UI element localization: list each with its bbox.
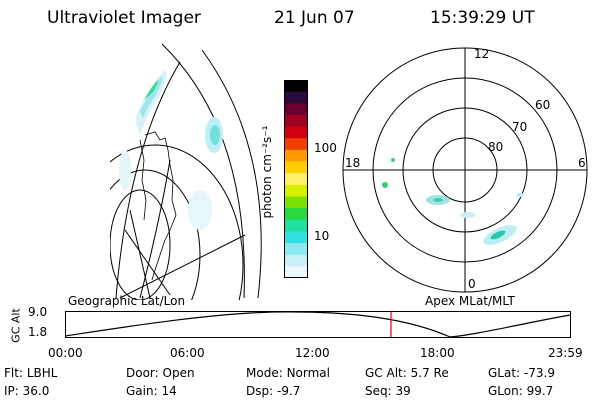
footer-ip: IP: 36.0: [4, 384, 50, 398]
footer-mode: Mode: Normal: [246, 366, 330, 380]
colorbar-stripe: [284, 254, 308, 267]
colorbar-stripe: [284, 208, 308, 221]
colorbar-tick-10: 10: [314, 229, 330, 243]
alt-plot-left-title: Geographic Lat/Lon: [68, 294, 186, 308]
colorbar-stripe: [284, 161, 308, 174]
alt-xtick-3: 18:00: [420, 346, 455, 360]
altitude-plot: [65, 311, 571, 338]
polar-plot: [342, 47, 588, 293]
colorbar-stripe: [284, 243, 308, 256]
alt-ylabel: GC Alt: [9, 308, 23, 343]
colorbar-stripe: [284, 266, 308, 279]
colorbar-stripe: [284, 80, 308, 93]
footer-flt: Flt: LBHL: [4, 366, 58, 380]
colorbar: [284, 80, 308, 279]
alt-xtick-4: 23:59: [548, 346, 583, 360]
colorbar-stripe: [284, 114, 308, 128]
colorbar-stripe: [284, 173, 308, 186]
lat-label-80: 80: [488, 140, 504, 154]
footer-seq: Seq: 39: [365, 384, 411, 398]
colorbar-tick-100: 100: [314, 141, 337, 155]
lat-label-70: 70: [512, 120, 528, 134]
alt-xtick-1: 06:00: [170, 346, 205, 360]
colorbar-stripe: [284, 149, 308, 163]
colorbar-stripe: [284, 91, 308, 104]
footer-glon: GLon: 99.7: [488, 384, 554, 398]
colorbar-stripe: [284, 103, 308, 116]
alt-xtick-2: 12:00: [295, 346, 330, 360]
alt-ytick-9: 9.0: [28, 305, 48, 319]
footer-glat: GLat: -73.9: [488, 366, 555, 380]
date-label: 21 Jun 07: [274, 8, 355, 28]
footer-dsp: Dsp: -9.7: [246, 384, 301, 398]
colorbar-stripe: [284, 138, 308, 151]
colorbar-stripe: [284, 126, 308, 139]
colorbar-stripe: [284, 231, 308, 244]
colorbar-stripe: [284, 219, 308, 232]
mlt-label-6: 6: [578, 156, 586, 170]
colorbar-label: photon cm⁻²s⁻¹: [260, 125, 274, 219]
mlt-label-12: 12: [474, 47, 490, 61]
geographic-map: [110, 43, 262, 300]
alt-xtick-0: 00:00: [48, 346, 83, 360]
footer-door: Door: Open: [126, 366, 195, 380]
footer-gain: Gain: 14: [126, 384, 177, 398]
lat-label-60: 60: [535, 98, 551, 112]
footer-gc-alt: GC Alt: 5.7 Re: [365, 366, 449, 380]
time-label: 15:39:29 UT: [430, 8, 535, 28]
alt-ytick-1-8: 1.8: [28, 325, 48, 339]
colorbar-stripe: [284, 196, 308, 209]
mlt-label-0: 0: [468, 277, 476, 291]
colorbar-stripe: [284, 184, 308, 197]
mlt-label-18: 18: [345, 156, 361, 170]
instrument-title: Ultraviolet Imager: [47, 8, 201, 28]
alt-plot-right-title: Apex MLat/MLT: [425, 294, 515, 308]
